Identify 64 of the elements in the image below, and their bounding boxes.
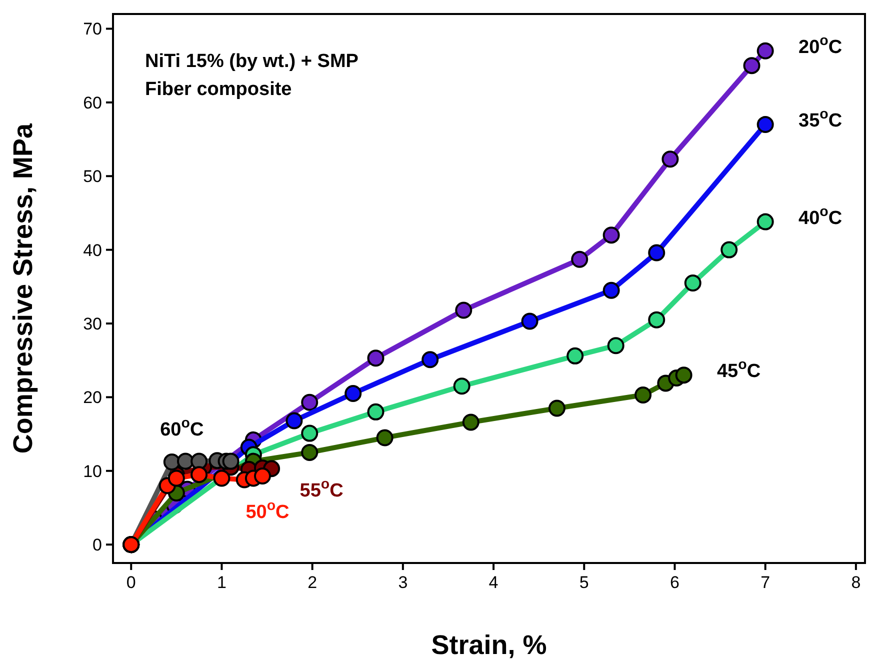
point [548,400,566,417]
point [222,452,240,470]
point [756,213,774,230]
x-tick-label: 3 [398,573,408,592]
point [743,57,760,74]
series-label: 40$^{o}$C [798,204,842,229]
y-tick-label: 40 [83,240,102,260]
point [648,311,666,328]
point [607,337,624,354]
text: NiTi 15% (by wt.) + SMP [145,51,359,72]
x-tick-label: 6 [670,573,680,592]
x-tick-label: 2 [308,573,318,592]
point [602,226,620,244]
point [566,347,584,364]
point [521,312,538,330]
point [254,468,271,485]
point [367,350,384,367]
point [462,414,480,431]
series-label: 20$^{o}$C [798,32,842,58]
y-tick-label: 70 [83,20,102,39]
point [455,302,472,319]
y-axis-title: Compressive Stress, MPa [8,122,38,454]
x-tick-label: 8 [851,573,861,592]
y-tick-label: 20 [83,388,102,408]
series-label: 50$^{o}$C [246,498,290,524]
point [190,466,208,484]
y-tick-label: 10 [83,462,102,481]
point [286,412,303,430]
x-tick-label: 4 [488,573,498,592]
point [301,394,318,411]
point [376,429,394,446]
point [367,403,384,420]
point [662,150,679,168]
series-label: 55$^{o}$C [300,476,344,502]
point [648,244,666,262]
point [602,282,620,299]
x-axis-title: Strain, % [431,630,547,660]
point [756,116,774,134]
x-tick-label: 0 [126,573,136,592]
x-tick-label: 1 [216,573,226,592]
point [634,386,652,404]
point [301,444,318,461]
point [176,452,194,470]
y-tick-label: 0 [92,536,102,555]
point [301,424,318,442]
point [720,241,738,258]
series-label: 60$^{o}$C [160,416,204,441]
point [163,454,180,471]
point [675,366,692,384]
text: Fiber composite [145,79,292,100]
series-label: 35$^{o}$C [798,106,842,132]
y-tick-label: 50 [83,167,102,186]
point [571,250,588,268]
series-label: 45$^{o}$C [717,357,761,382]
x-tick-label: 5 [579,573,589,592]
x-tick-label: 7 [760,573,770,592]
point [684,274,702,292]
point [453,378,470,395]
point [344,385,362,402]
point [756,42,774,60]
point [213,470,230,487]
y-tick-label: 30 [83,314,102,334]
y-tick-label: 60 [83,93,102,112]
point [422,351,439,368]
